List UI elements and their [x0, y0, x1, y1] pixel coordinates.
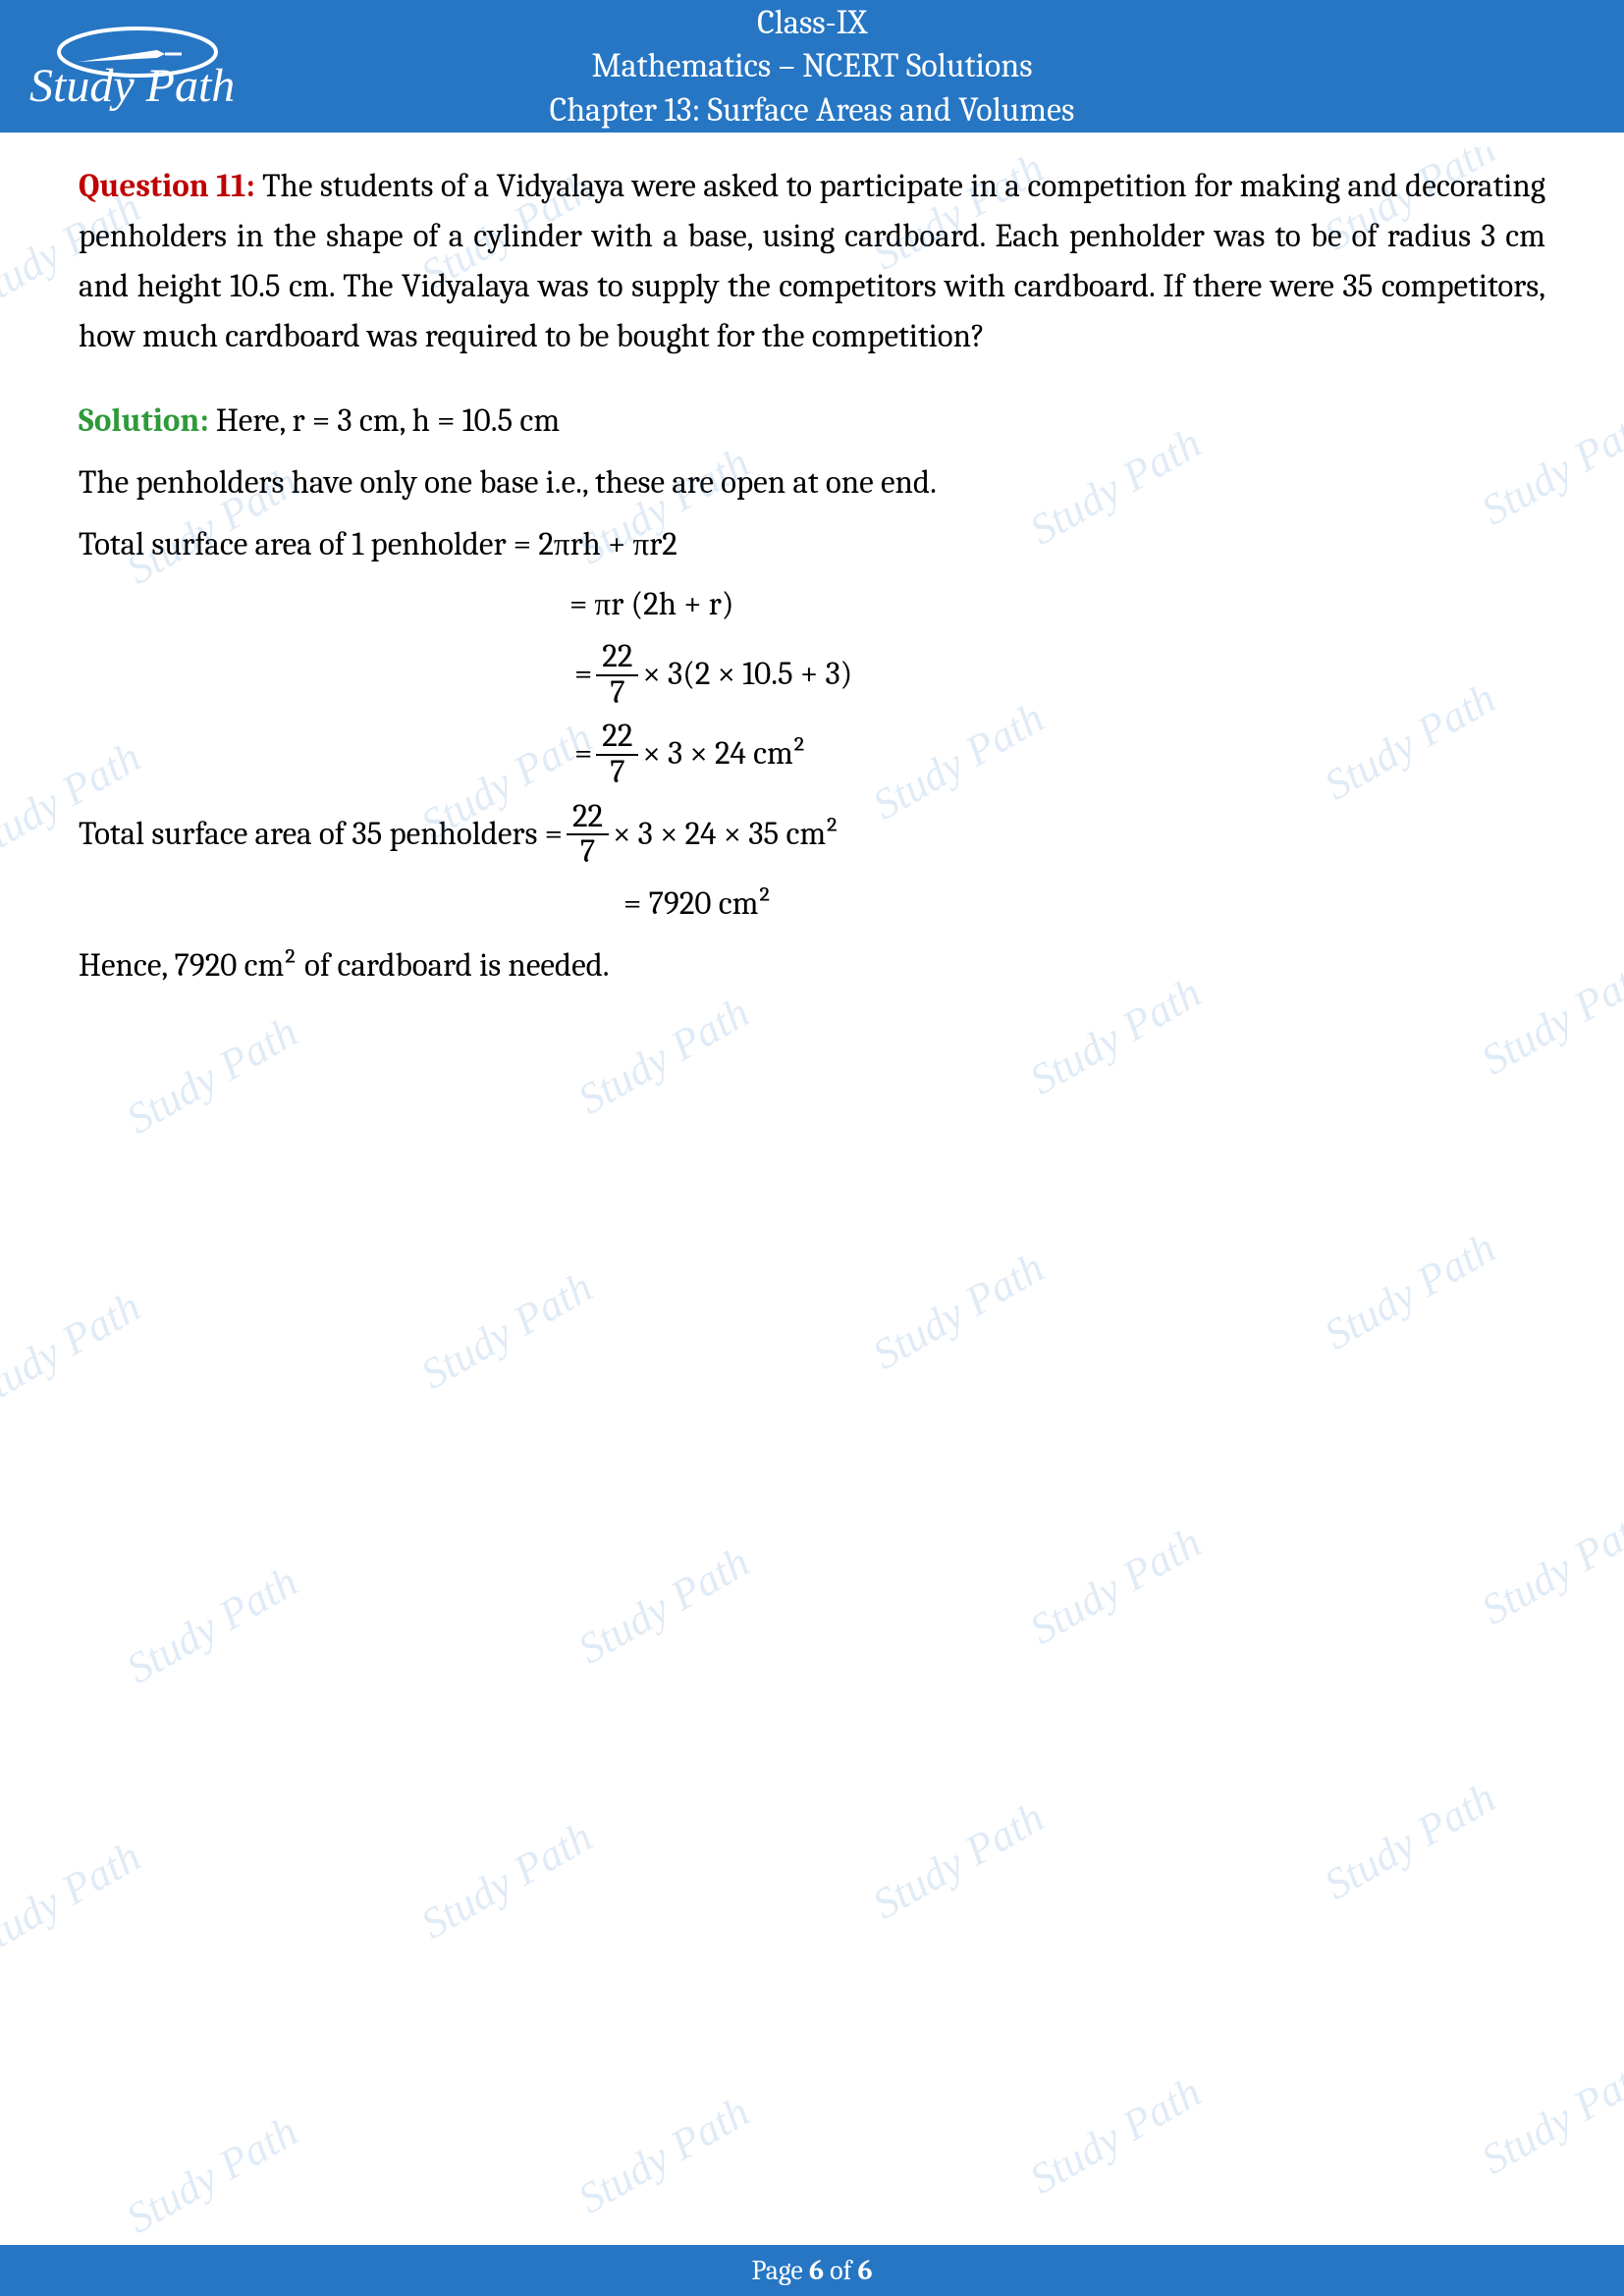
watermark: Study Path	[569, 2086, 758, 2223]
solution-block: Solution: Here, r = 3 cm, h = 10.5 cm Th…	[79, 397, 1545, 992]
eq4-den: 7	[604, 756, 631, 790]
header-line-2: Mathematics – NCERT Solutions	[550, 44, 1075, 87]
eq5-num: 22	[567, 800, 609, 836]
eq3-num: 22	[596, 640, 638, 676]
watermark: Study Path	[118, 1556, 306, 1693]
question-label: Question 11:	[79, 168, 255, 205]
eq4-post: × 3 × 24 cm²	[642, 729, 806, 779]
footer-of: of	[824, 2255, 858, 2286]
watermark: Study Path	[118, 1006, 306, 1144]
watermark: Study Path	[569, 987, 758, 1124]
watermark: Study Path	[0, 1831, 149, 1968]
watermark: Study Path	[1021, 1517, 1210, 1654]
page-total: 6	[858, 2255, 873, 2286]
eq4-num: 22	[596, 720, 638, 756]
watermark: Study Path	[1021, 2066, 1210, 2204]
header-bar: Study Path Class-IX Mathematics – NCERT …	[0, 0, 1624, 133]
logo: Study Path	[29, 13, 255, 121]
question-text: The students of a Vidyalaya were asked t…	[79, 168, 1545, 355]
watermark: Study Path	[1473, 1497, 1624, 1634]
eq4-pre: =	[574, 729, 592, 779]
watermark: Study Path	[412, 1261, 601, 1399]
eq3-den: 7	[604, 676, 631, 711]
solution-label: Solution:	[79, 402, 209, 440]
fraction-22-7: 22 7	[596, 640, 638, 710]
question-block: Question 11: The students of a Vidyalaya…	[79, 162, 1545, 363]
eq6-text: = 7920 cm²	[623, 880, 772, 930]
watermark: Study Path	[1316, 1222, 1504, 1360]
header-line-3: Chapter 13: Surface Areas and Volumes	[550, 88, 1075, 132]
tsa-1-formula: Total surface area of 1 penholder = 2πrh…	[79, 520, 1545, 570]
watermark: Study Path	[569, 1536, 758, 1674]
header-titles: Class-IX Mathematics – NCERT Solutions C…	[550, 1, 1075, 132]
tsa35-left: Total surface area of 35 penholders =	[79, 810, 563, 860]
page-current: 6	[809, 2255, 824, 2286]
watermark: Study Path	[1473, 2047, 1624, 2184]
fraction-22-7: 22 7	[596, 720, 638, 789]
equation-2: = πr (2h + r)	[79, 580, 1545, 630]
eq5-post: × 3 × 24 × 35 cm²	[613, 810, 839, 860]
watermark: Study Path	[0, 1281, 149, 1418]
solution-line-1: The penholders have only one base i.e., …	[79, 458, 1545, 508]
conclusion: Hence, 7920 cm² of cardboard is needed.	[79, 941, 1545, 991]
logo-text: Study Path	[29, 59, 235, 113]
eq3-pre: =	[574, 650, 592, 700]
solution-given: Here, r = 3 cm, h = 10.5 cm	[209, 402, 561, 440]
equation-4: = 22 7 × 3 × 24 cm²	[79, 720, 1545, 789]
eq5-den: 7	[574, 835, 602, 870]
watermark: Study Path	[118, 2106, 306, 2237]
watermark: Study Path	[864, 1242, 1053, 1379]
fraction-22-7: 22 7	[567, 800, 609, 870]
tsa-35-line: Total surface area of 35 penholders = 22…	[79, 800, 1545, 870]
footer-bar: Page 6 of 6	[0, 2245, 1624, 2296]
watermark: Study Path	[412, 1811, 601, 1949]
eq2-text: = πr (2h + r)	[569, 580, 733, 630]
footer-prefix: Page	[751, 2255, 809, 2286]
watermark: Study Path	[1316, 1772, 1504, 1909]
solution-given-line: Solution: Here, r = 3 cm, h = 10.5 cm	[79, 397, 1545, 447]
content: Question 11: The students of a Vidyalaya…	[0, 133, 1624, 991]
equation-3: = 22 7 × 3(2 × 10.5 + 3)	[79, 640, 1545, 710]
watermark: Study Path	[864, 1791, 1053, 1929]
header-line-1: Class-IX	[550, 1, 1075, 44]
equation-6: = 7920 cm²	[79, 880, 1545, 930]
eq3-post: × 3(2 × 10.5 + 3)	[642, 650, 852, 700]
